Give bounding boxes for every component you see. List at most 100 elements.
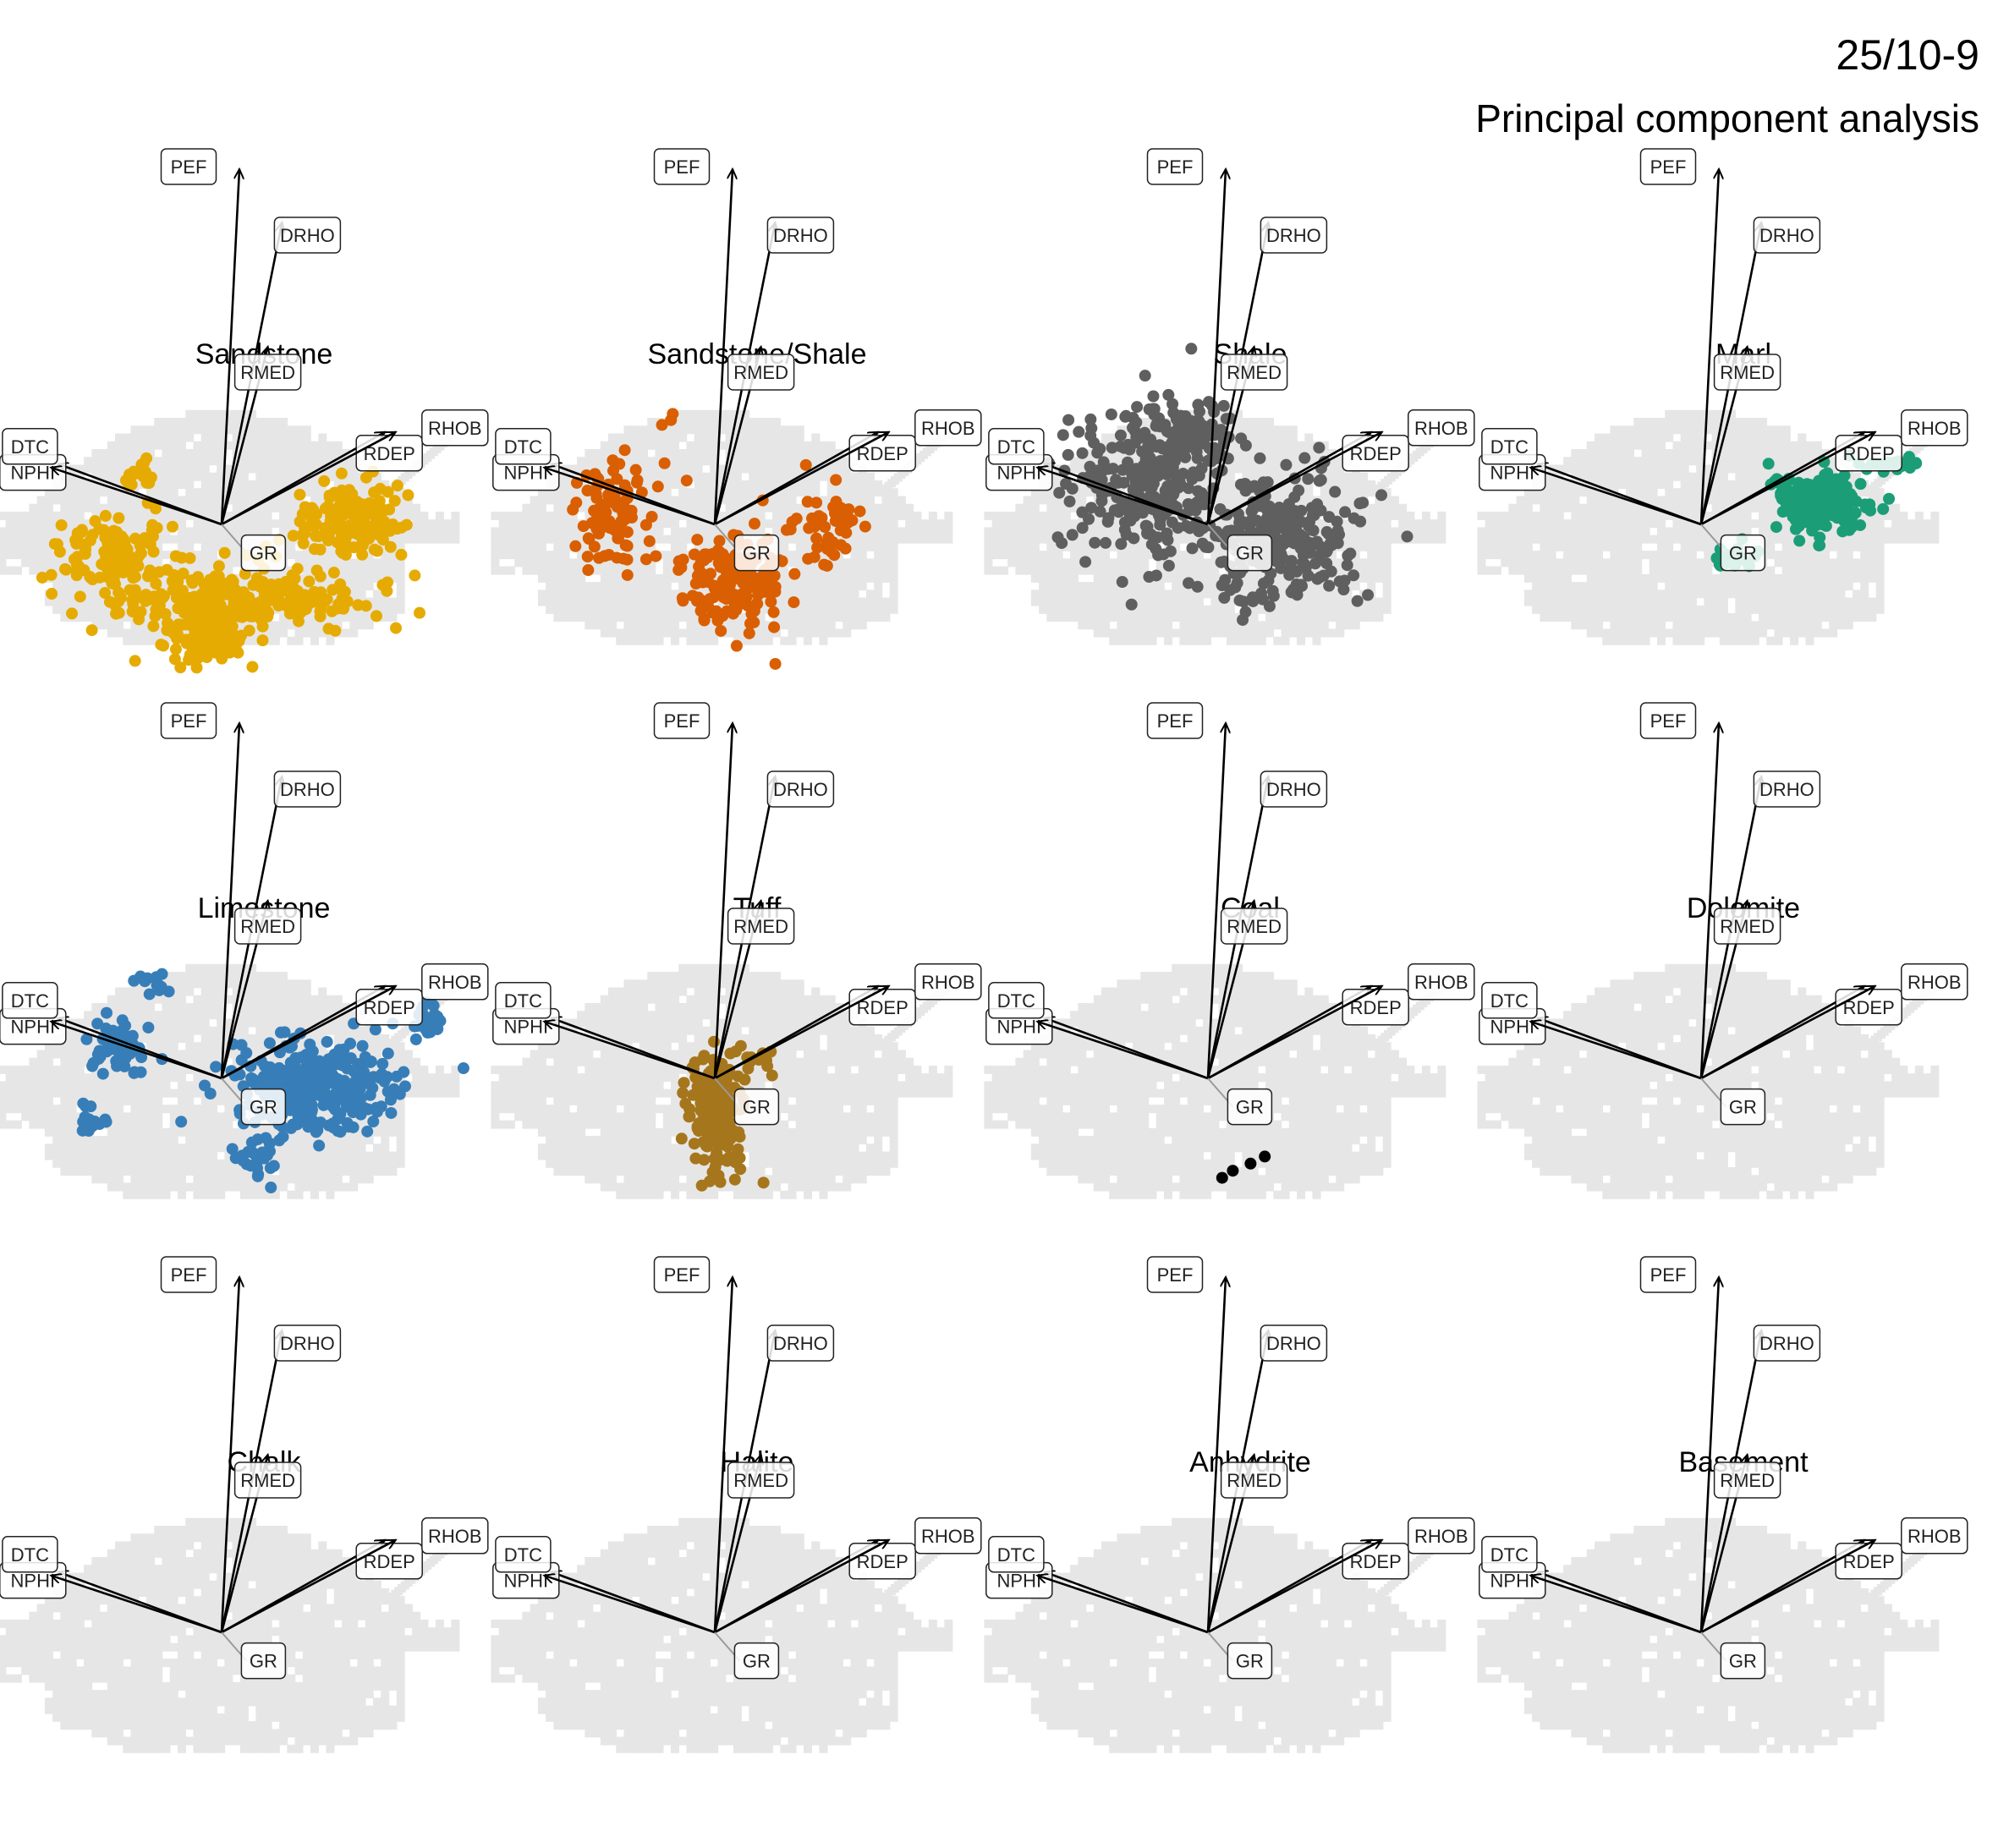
data-point (1202, 541, 1215, 554)
svg-text:NPHI: NPHI (11, 463, 56, 484)
data-point (383, 503, 396, 516)
data-point (1126, 507, 1139, 520)
data-point (1066, 482, 1079, 495)
loading-label-rhob: RHOB (914, 409, 982, 447)
data-point (1227, 1165, 1239, 1177)
data-point (166, 520, 178, 533)
data-point (274, 1026, 287, 1039)
data-point (390, 622, 403, 634)
data-point (1331, 524, 1344, 537)
data-point (1219, 573, 1232, 586)
loading-label-rhob: RHOB (1408, 963, 1475, 1001)
data-point (153, 602, 166, 615)
data-point (1235, 432, 1248, 445)
data-point (291, 562, 304, 575)
data-point (810, 532, 823, 545)
data-point (1375, 489, 1388, 502)
data-point (1807, 495, 1820, 507)
loading-label-drho: DRHO (273, 770, 342, 808)
loading-label-drho: DRHO (273, 217, 342, 254)
data-point (113, 606, 125, 619)
data-point (1056, 537, 1068, 550)
data-point (1161, 534, 1174, 546)
data-point (1079, 556, 1092, 568)
data-point (1320, 557, 1333, 570)
data-point (209, 606, 222, 619)
data-point (581, 551, 594, 563)
data-point (1102, 512, 1115, 524)
data-point (192, 647, 205, 660)
loading-label-rhob: RHOB (1901, 1517, 1968, 1555)
data-point (1094, 442, 1106, 455)
loading-label-pef: PEF (1146, 1256, 1204, 1293)
data-point (744, 581, 757, 594)
data-point (676, 592, 689, 605)
loading-label-rmed: RMED (1713, 354, 1781, 391)
data-point (310, 1126, 322, 1138)
data-point (728, 1173, 741, 1186)
data-point (322, 533, 335, 546)
data-point (1187, 436, 1199, 449)
data-point (833, 505, 846, 518)
data-point (265, 1182, 277, 1194)
data-point (332, 490, 344, 502)
data-point (1249, 480, 1261, 492)
data-point (395, 548, 408, 561)
data-point (768, 621, 781, 633)
loading-label-dtc: DTC (1481, 1536, 1538, 1573)
loading-label-drho: DRHO (1260, 1324, 1328, 1362)
data-point (55, 518, 68, 531)
data-point (334, 578, 347, 590)
loading-label-pef: PEF (1639, 1256, 1697, 1293)
data-point (153, 984, 166, 996)
panel-shale: ShalePEFDRHORMEDNPHIDTCRDEPRHOBGR (984, 148, 1475, 645)
data-point (1806, 524, 1819, 537)
loading-label-rmed: RMED (1220, 354, 1288, 391)
data-point (1281, 513, 1293, 525)
data-point (1159, 456, 1172, 469)
data-point (704, 593, 716, 606)
data-point (813, 510, 826, 523)
data-point (385, 1106, 398, 1119)
data-point (258, 1152, 271, 1165)
loading-label-rdep: RDEP (1342, 435, 1409, 472)
data-point (180, 618, 193, 631)
data-point (378, 515, 391, 528)
data-point (1337, 584, 1350, 596)
data-point (342, 1121, 354, 1133)
data-point (1323, 579, 1336, 592)
data-point (1256, 593, 1269, 606)
data-point (698, 612, 711, 625)
data-point (344, 507, 357, 519)
data-point (1164, 545, 1177, 557)
data-point (384, 540, 397, 553)
loading-label-rdep: RDEP (848, 989, 916, 1026)
data-point (1864, 504, 1877, 517)
data-point (1342, 549, 1354, 562)
data-point (129, 584, 141, 596)
svg-text:DTC: DTC (11, 436, 49, 458)
loading-label-pef: PEF (653, 1256, 711, 1293)
data-point (341, 1095, 354, 1108)
data-point (721, 605, 733, 617)
data-point (222, 630, 234, 643)
loading-label-drho: DRHO (766, 770, 835, 808)
loading-label-rhob: RHOB (421, 963, 489, 1001)
data-point (1244, 1157, 1257, 1170)
loading-label-rmed: RMED (1220, 908, 1288, 945)
data-point (1793, 535, 1806, 547)
data-point (304, 1038, 316, 1050)
loading-label-rdep: RDEP (1342, 1543, 1409, 1580)
loading-label-gr: GR (733, 1642, 780, 1680)
data-point (859, 520, 871, 533)
data-point (99, 1113, 112, 1126)
data-point (333, 516, 346, 529)
data-point (390, 1070, 403, 1083)
loading-label-rdep: RDEP (1342, 989, 1409, 1026)
data-point (327, 567, 340, 579)
data-point (1781, 484, 1793, 496)
loading-label-rmed: RMED (233, 1461, 302, 1499)
data-point (106, 577, 118, 589)
loading-label-pef: PEF (1639, 702, 1697, 739)
loading-label-dtc: DTC (1481, 982, 1538, 1019)
